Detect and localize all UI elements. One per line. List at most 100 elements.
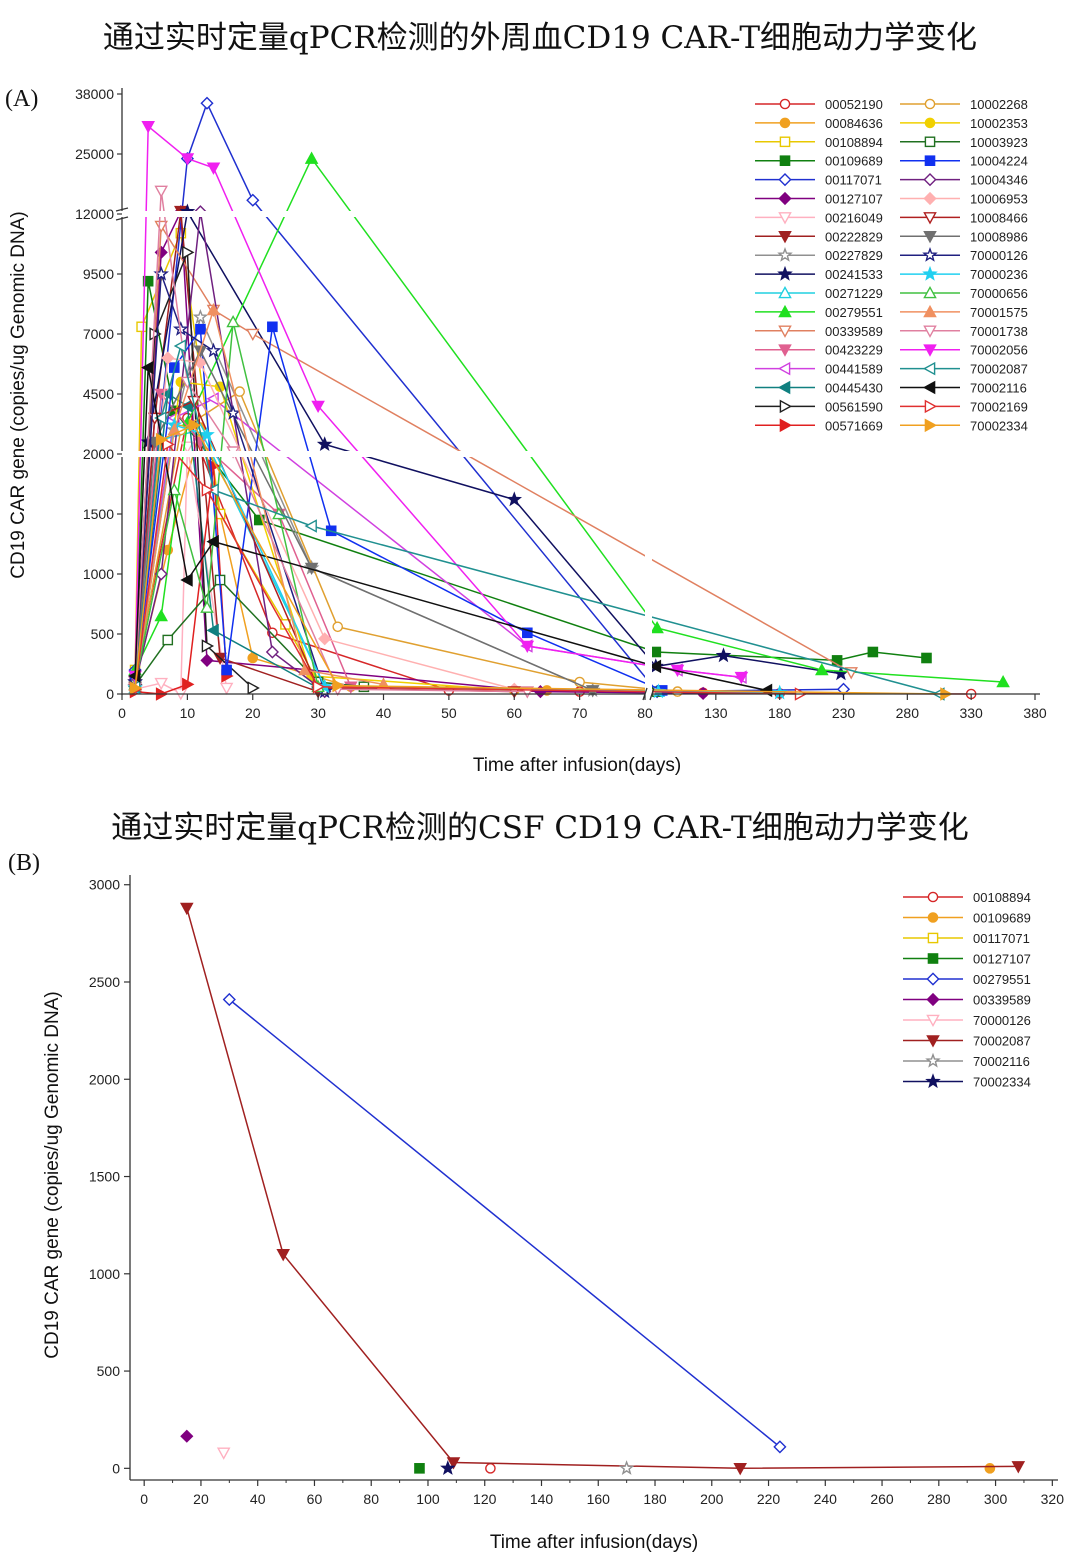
legend-marker-00227829	[777, 246, 793, 262]
data-point-00561590-4	[247, 681, 260, 695]
data-point-70001738-1	[154, 185, 168, 198]
legend-label-00423229: 00423229	[825, 343, 883, 358]
data-point-70002087-2	[173, 339, 187, 353]
data-point-00561590-1	[149, 327, 162, 341]
legend-marker-00279551	[926, 972, 940, 986]
y-break-mark-2	[115, 216, 129, 221]
x-tick-label-300: 300	[984, 1491, 1008, 1507]
legend-marker-00109689	[779, 155, 791, 166]
legend-label-10008466: 10008466	[970, 210, 1028, 225]
legend-marker-00339589	[926, 992, 940, 1007]
legend-label-00227829: 00227829	[825, 248, 883, 263]
y-tick-label-1500: 1500	[89, 1169, 120, 1185]
legend-marker-00052190	[779, 98, 791, 110]
legend-marker-00117071	[778, 173, 792, 187]
data-point-00561590-2	[182, 245, 195, 260]
y-break-upper	[110, 211, 1040, 217]
legend-label-00084636: 00084636	[825, 116, 883, 131]
legend-marker-70000656	[923, 285, 937, 299]
legend-marker-00271229	[778, 285, 792, 299]
legend-marker-00127107	[778, 191, 792, 206]
legend-marker-10008986	[923, 230, 937, 244]
data-point-00084636-3	[247, 652, 259, 664]
y-tick-label-1000: 1000	[89, 1266, 120, 1282]
data-point-00279551-0	[222, 992, 236, 1007]
data-point-70002169-1	[162, 437, 175, 452]
legend-marker-10003923	[924, 136, 936, 148]
x-tick-label-280: 280	[927, 1491, 951, 1507]
legend-marker-70000126	[922, 246, 938, 262]
data-point-70000236-2	[199, 426, 215, 442]
data-point-70002056-4	[311, 400, 325, 414]
series-line-00241533	[134, 209, 842, 683]
x-tick-label-130: 130	[704, 705, 728, 721]
data-point-00279551-3	[304, 151, 319, 164]
legend-label-10002353: 10002353	[970, 116, 1028, 131]
series-line-00127107	[134, 208, 704, 695]
panel-label-a: (A)	[5, 86, 39, 112]
legend-marker-00117071	[927, 932, 939, 944]
legend-marker-70002056	[923, 344, 937, 357]
series-line-70001738	[134, 190, 528, 693]
chart-a: 0500100015002000450070009500120002500038…	[8, 80, 1047, 776]
legend-label-00279551: 00279551	[825, 305, 883, 320]
data-point-70002056-2	[180, 153, 195, 166]
legend-label-70002334: 70002334	[970, 418, 1028, 433]
y-axis-label: CD19 CAR gene (copies/ug Genomic DNA)	[8, 211, 29, 579]
x-tick-label-280: 280	[896, 705, 920, 721]
y-tick-label-0: 0	[112, 1460, 120, 1476]
data-point-10003923-1	[162, 634, 174, 646]
legend-marker-10004224	[924, 155, 936, 166]
y-break-mark-1	[115, 207, 129, 212]
x-tick-label-40: 40	[250, 1491, 266, 1507]
data-point-70002334-2	[188, 418, 201, 432]
legend-marker-10004346	[923, 173, 937, 187]
data-point-70000126-0	[216, 1447, 231, 1460]
data-point-10004346-3	[265, 645, 279, 659]
x-tick-label-20: 20	[193, 1491, 209, 1507]
x-tick-label-180: 180	[643, 1491, 667, 1507]
data-point-00117071-3	[246, 193, 260, 207]
legend-label-00445430: 00445430	[825, 381, 883, 396]
data-point-70002334-0	[440, 1460, 456, 1475]
data-point-00279551-6	[996, 674, 1010, 688]
y-tick-label-2000: 2000	[83, 446, 114, 462]
data-point-00561590-3	[201, 639, 215, 653]
data-point-00127107-0	[414, 1463, 425, 1474]
legend-marker-10002353	[924, 117, 936, 129]
data-point-70002334-3	[332, 678, 345, 693]
data-point-70002116-0	[618, 1460, 635, 1475]
legend-label-70001575: 70001575	[970, 305, 1028, 320]
x-tick-label-180: 180	[768, 705, 792, 721]
legend-marker-00441589	[777, 361, 791, 376]
legend-label-00222829: 00222829	[825, 229, 883, 244]
y-axis-label: CD19 CAR gene (copies/ug Genomic DNA)	[42, 991, 63, 1359]
series-line-00109689	[134, 281, 927, 683]
x-break-gap	[645, 80, 652, 720]
data-point-70002056-3	[206, 162, 221, 175]
y-tick-label-12000: 12000	[75, 206, 114, 222]
y-tick-label-3000: 3000	[89, 877, 120, 893]
x-tick-label-200: 200	[700, 1491, 724, 1507]
x-break-mark-2	[649, 687, 655, 701]
data-point-00108894-1	[136, 321, 147, 333]
data-point-70002116-4	[648, 659, 662, 674]
legend-label-70000656: 70000656	[970, 286, 1028, 301]
legend-marker-00445430	[777, 380, 791, 395]
legend-label-70002087: 70002087	[973, 1034, 1031, 1049]
data-point-70001575-2	[206, 302, 221, 316]
legend-label-00561590: 00561590	[825, 399, 883, 414]
y-tick-label-0: 0	[106, 686, 114, 702]
legend-marker-00222829	[778, 230, 792, 244]
data-point-70002169-3	[312, 680, 326, 694]
x-tick-label-70: 70	[572, 705, 588, 721]
legend-label-10004224: 10004224	[970, 154, 1028, 169]
series-line-70000656	[134, 321, 319, 687]
legend-marker-10002268	[924, 98, 936, 110]
data-point-00117071-2	[200, 96, 214, 110]
data-point-00445430-3	[206, 623, 219, 638]
data-point-70002056-1	[141, 121, 155, 134]
series-line-00084636	[134, 427, 547, 692]
data-point-10006953-3	[318, 632, 332, 646]
legend-marker-00571669	[779, 418, 793, 433]
